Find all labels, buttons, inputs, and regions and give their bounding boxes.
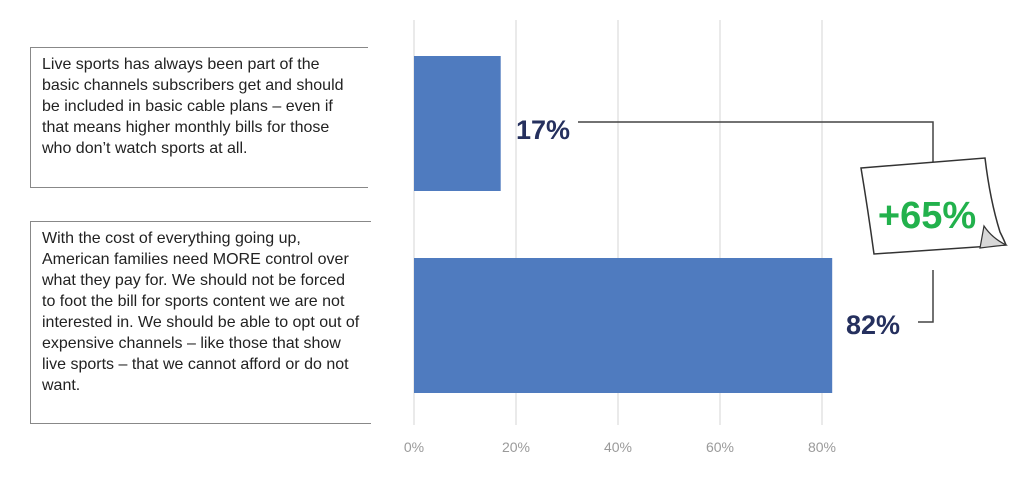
bars: [414, 56, 833, 393]
statement-2-text: With the cost of everything going up, Am…: [30, 221, 371, 424]
difference-bracket: [578, 121, 934, 323]
value-labels: 17% 82%: [516, 115, 900, 340]
x-tick-label: 40%: [604, 439, 632, 455]
bar: [414, 56, 501, 191]
bar: [414, 258, 833, 393]
statement-1-text: Live sports has always been part of the …: [30, 47, 368, 188]
x-tick-label: 60%: [706, 439, 734, 455]
bar-value-label: 17%: [516, 115, 570, 145]
x-tick-label: 80%: [808, 439, 836, 455]
difference-callout: +65%: [860, 157, 1009, 255]
bar-value-label: 82%: [846, 310, 900, 340]
x-tick-label: 20%: [502, 439, 530, 455]
x-tick-label: 0%: [404, 439, 424, 455]
x-axis-ticks: 0% 20% 40% 60% 80%: [404, 439, 836, 455]
difference-label: +65%: [878, 195, 976, 237]
